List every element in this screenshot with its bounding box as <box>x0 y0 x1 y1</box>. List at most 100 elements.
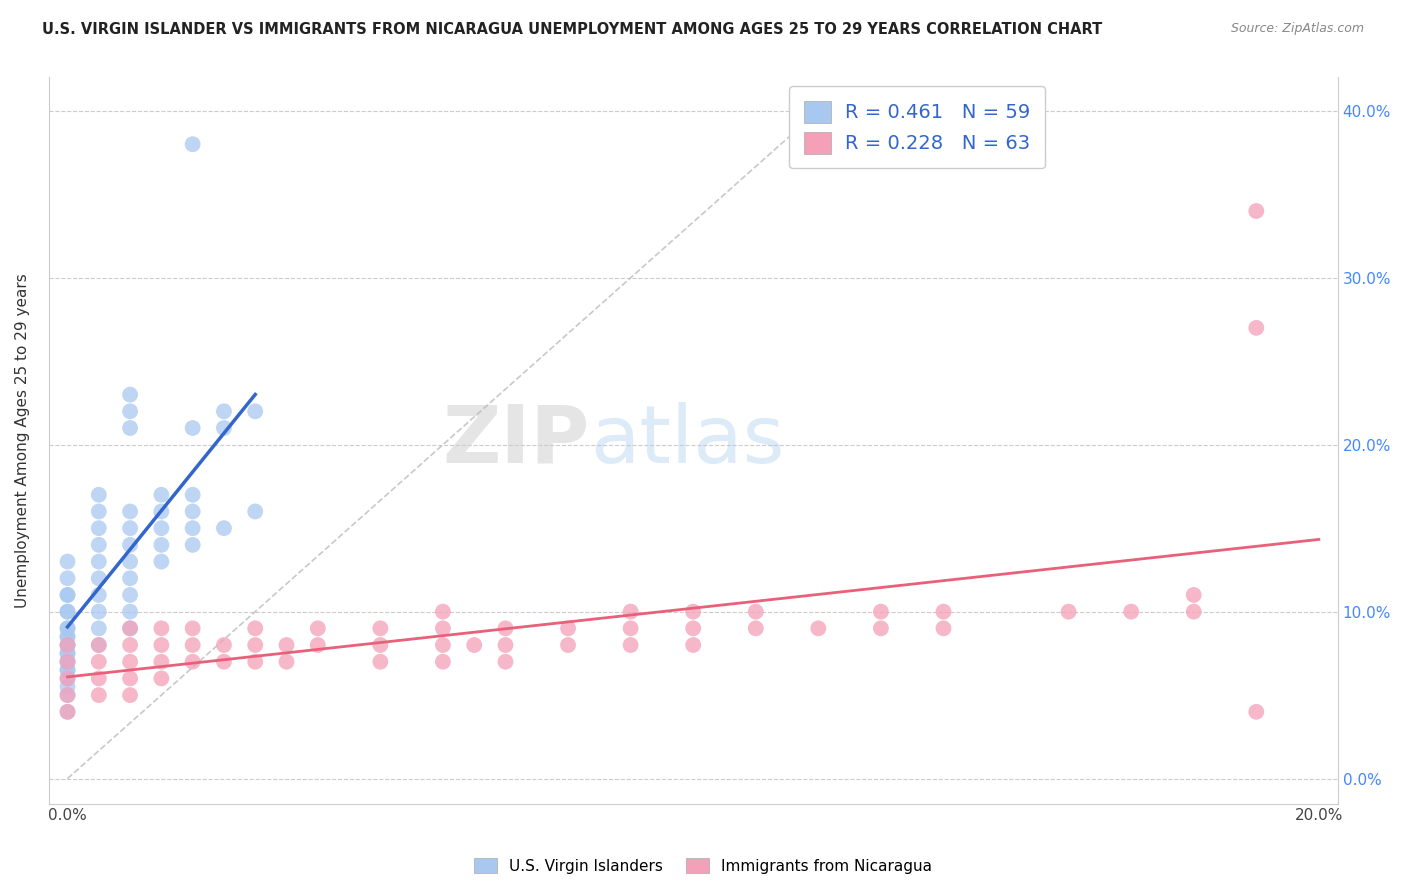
Point <box>181 538 204 552</box>
Point <box>212 655 235 669</box>
Point <box>87 672 110 686</box>
Point <box>745 621 768 635</box>
Point <box>56 621 79 635</box>
Point <box>56 605 79 619</box>
Point <box>181 137 204 152</box>
Point <box>181 655 204 669</box>
Point <box>120 571 142 585</box>
Text: atlas: atlas <box>591 401 785 480</box>
Point <box>56 655 79 669</box>
Point <box>56 672 79 686</box>
Point <box>150 655 173 669</box>
Point <box>56 663 79 677</box>
Point <box>87 555 110 569</box>
Point <box>56 655 79 669</box>
Point <box>181 504 204 518</box>
Point <box>120 672 142 686</box>
Point <box>87 504 110 518</box>
Point <box>120 421 142 435</box>
Point <box>150 521 173 535</box>
Point <box>181 488 204 502</box>
Point <box>495 655 517 669</box>
Point <box>120 605 142 619</box>
Point <box>87 538 110 552</box>
Text: Source: ZipAtlas.com: Source: ZipAtlas.com <box>1230 22 1364 36</box>
Point <box>56 571 79 585</box>
Point <box>620 621 643 635</box>
Point <box>56 688 79 702</box>
Point <box>212 404 235 418</box>
Point <box>1182 605 1205 619</box>
Point <box>1246 321 1268 335</box>
Y-axis label: Unemployment Among Ages 25 to 29 years: Unemployment Among Ages 25 to 29 years <box>15 273 30 608</box>
Point <box>620 605 643 619</box>
Point <box>56 688 79 702</box>
Point <box>87 638 110 652</box>
Point <box>1246 204 1268 219</box>
Point <box>87 638 110 652</box>
Point <box>87 571 110 585</box>
Point <box>150 538 173 552</box>
Text: U.S. VIRGIN ISLANDER VS IMMIGRANTS FROM NICARAGUA UNEMPLOYMENT AMONG AGES 25 TO : U.S. VIRGIN ISLANDER VS IMMIGRANTS FROM … <box>42 22 1102 37</box>
Point <box>745 605 768 619</box>
Point <box>56 605 79 619</box>
Point <box>120 404 142 418</box>
Point <box>120 621 142 635</box>
Point <box>120 387 142 401</box>
Point <box>56 680 79 694</box>
Point <box>245 655 267 669</box>
Point <box>120 588 142 602</box>
Point <box>56 672 79 686</box>
Point <box>87 621 110 635</box>
Point <box>245 504 267 518</box>
Point <box>212 521 235 535</box>
Point <box>150 672 173 686</box>
Point <box>932 621 955 635</box>
Point <box>495 638 517 652</box>
Point <box>56 588 79 602</box>
Text: ZIP: ZIP <box>443 401 591 480</box>
Point <box>56 638 79 652</box>
Point <box>120 688 142 702</box>
Point <box>120 555 142 569</box>
Point <box>181 638 204 652</box>
Point <box>87 488 110 502</box>
Point <box>120 521 142 535</box>
Point <box>212 421 235 435</box>
Point <box>150 504 173 518</box>
Point <box>370 655 392 669</box>
Point <box>682 605 704 619</box>
Point <box>56 655 79 669</box>
Point <box>150 621 173 635</box>
Point <box>557 621 579 635</box>
Point <box>370 638 392 652</box>
Point <box>682 638 704 652</box>
Point <box>370 621 392 635</box>
Point <box>463 638 485 652</box>
Point <box>56 630 79 644</box>
Point <box>212 638 235 652</box>
Point <box>120 504 142 518</box>
Point <box>56 646 79 660</box>
Point <box>245 404 267 418</box>
Point <box>432 638 454 652</box>
Point <box>150 638 173 652</box>
Legend: R = 0.461   N = 59, R = 0.228   N = 63: R = 0.461 N = 59, R = 0.228 N = 63 <box>789 87 1045 169</box>
Point <box>56 646 79 660</box>
Point <box>1182 588 1205 602</box>
Point <box>181 621 204 635</box>
Point <box>870 605 893 619</box>
Point <box>1121 605 1143 619</box>
Point <box>307 621 329 635</box>
Point <box>245 638 267 652</box>
Point <box>682 621 704 635</box>
Point <box>120 538 142 552</box>
Point <box>432 655 454 669</box>
Point <box>56 705 79 719</box>
Point <box>181 521 204 535</box>
Point <box>56 555 79 569</box>
Point <box>87 588 110 602</box>
Point <box>87 688 110 702</box>
Point <box>56 663 79 677</box>
Point <box>56 638 79 652</box>
